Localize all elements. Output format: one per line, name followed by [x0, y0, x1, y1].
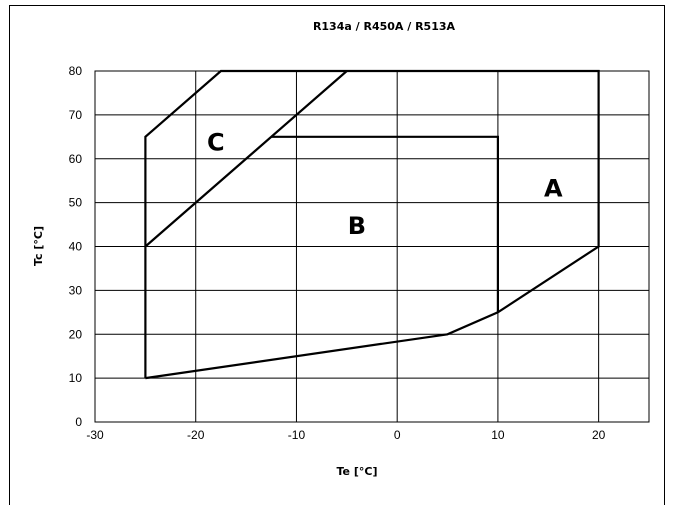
envelope-lines [144, 69, 600, 380]
y-tick-label: 70 [69, 108, 83, 122]
x-tick-label: 0 [394, 428, 401, 442]
y-tick-label: 0 [75, 415, 82, 429]
chart-frame [9, 5, 665, 505]
y-tick-label: 10 [69, 371, 83, 385]
x-tick-label: -20 [187, 428, 205, 442]
x-tick-label: -30 [86, 428, 104, 442]
x-tick-label: 10 [491, 428, 505, 442]
region-label-a: A [544, 174, 563, 202]
y-tick-label: 30 [69, 283, 83, 297]
y-tick-label: 40 [69, 240, 83, 254]
y-tick-label: 50 [69, 196, 83, 210]
y-tick-label: 60 [69, 152, 83, 166]
envelope-line-2 [144, 70, 348, 248]
x-axis-label: Te [°C] [337, 465, 378, 478]
y-tick-label: 20 [69, 327, 83, 341]
region-labels: A B C [207, 128, 563, 239]
x-tick-label: 20 [592, 428, 606, 442]
x-tick-label: -10 [288, 428, 306, 442]
envelope-line-3 [271, 135, 499, 313]
region-label-c: C [207, 128, 225, 156]
y-tick-label: 80 [69, 64, 83, 78]
chart-title: R134a / R450A / R513A [313, 20, 456, 33]
y-tick-labels: 0 10 20 30 40 50 60 70 80 [69, 64, 83, 429]
x-tick-labels: -30 -20 -10 0 10 20 [86, 428, 605, 442]
grid [94, 70, 649, 423]
y-axis-label: Tc [°C] [32, 226, 45, 266]
region-label-b: B [348, 212, 366, 240]
envelope-line-1 [144, 69, 600, 380]
